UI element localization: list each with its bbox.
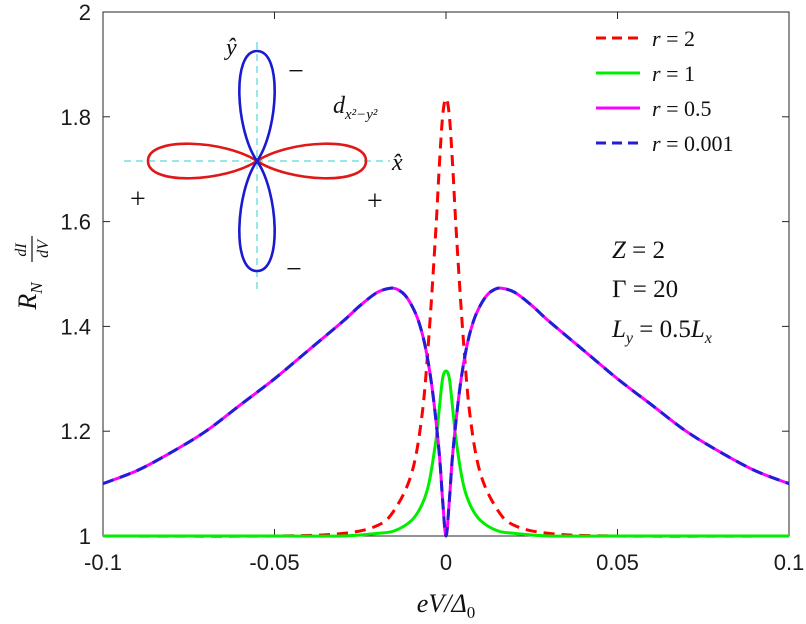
series-line-1	[103, 369, 789, 538]
y-tick-label: 1.2	[60, 419, 91, 444]
inset-orbital: ŷ x̂ dx²−y² + + − −	[124, 35, 403, 293]
svg-text:RN: RN	[13, 281, 46, 311]
inset-y-axis-label: ŷ	[224, 35, 237, 61]
y-tick-label: 1.4	[60, 314, 91, 339]
x-axis-label: eV/Δ0	[417, 589, 475, 622]
inset-sign-bottom: −	[286, 254, 302, 285]
inset-x-axis-label: x̂	[391, 150, 403, 176]
inset-lobe-right	[254, 142, 368, 180]
inset-sign-left: +	[130, 184, 146, 215]
y-tick-label: 1	[79, 524, 91, 549]
x-axis-ticks: -0.1 -0.05 0 0.05 0.1	[84, 12, 804, 575]
series-line-3	[102, 286, 790, 538]
inset-sign-right: +	[367, 186, 383, 217]
legend-label-2: r = 0.5	[652, 96, 711, 121]
x-tick-label: 0	[440, 550, 452, 575]
param-ly: Ly = 0.5Lx	[611, 316, 712, 347]
inset-orbital-label: dx²−y²	[333, 93, 378, 123]
x-tick-label: -0.05	[249, 550, 299, 575]
inset-sign-top: −	[288, 56, 304, 87]
x-tick-label: -0.1	[84, 550, 122, 575]
legend-label-3: r = 0.001	[652, 131, 733, 156]
plot-frame	[102, 11, 790, 537]
legend-label-0: r = 2	[652, 26, 695, 51]
x-tick-label: 0.05	[596, 550, 639, 575]
svg-text:dV: dV	[35, 238, 52, 258]
legend-label-1: r = 1	[652, 61, 695, 86]
legend: r = 2 r = 1 r = 0.5 r = 0.001	[596, 26, 733, 156]
series-layer	[102, 96, 790, 538]
inset-lobe-top	[238, 49, 276, 164]
y-tick-label: 1.8	[60, 105, 91, 130]
x-tick-label: 0.1	[774, 550, 805, 575]
params-annotation: Z = 2 Γ = 20 Ly = 0.5Lx	[611, 237, 712, 347]
y-axis-ticks: 1 1.2 1.4 1.6 1.8 2	[60, 0, 789, 549]
inset-lobe-bottom	[238, 158, 276, 273]
param-z: Z = 2	[612, 237, 665, 264]
y-tick-label: 2	[79, 0, 91, 25]
param-gamma: Γ = 20	[612, 276, 678, 303]
inset-lobe-left	[146, 142, 260, 180]
y-tick-label: 1.6	[60, 210, 91, 235]
svg-text:dI: dI	[13, 243, 30, 257]
y-axis-label: RN dI dV	[13, 236, 52, 311]
